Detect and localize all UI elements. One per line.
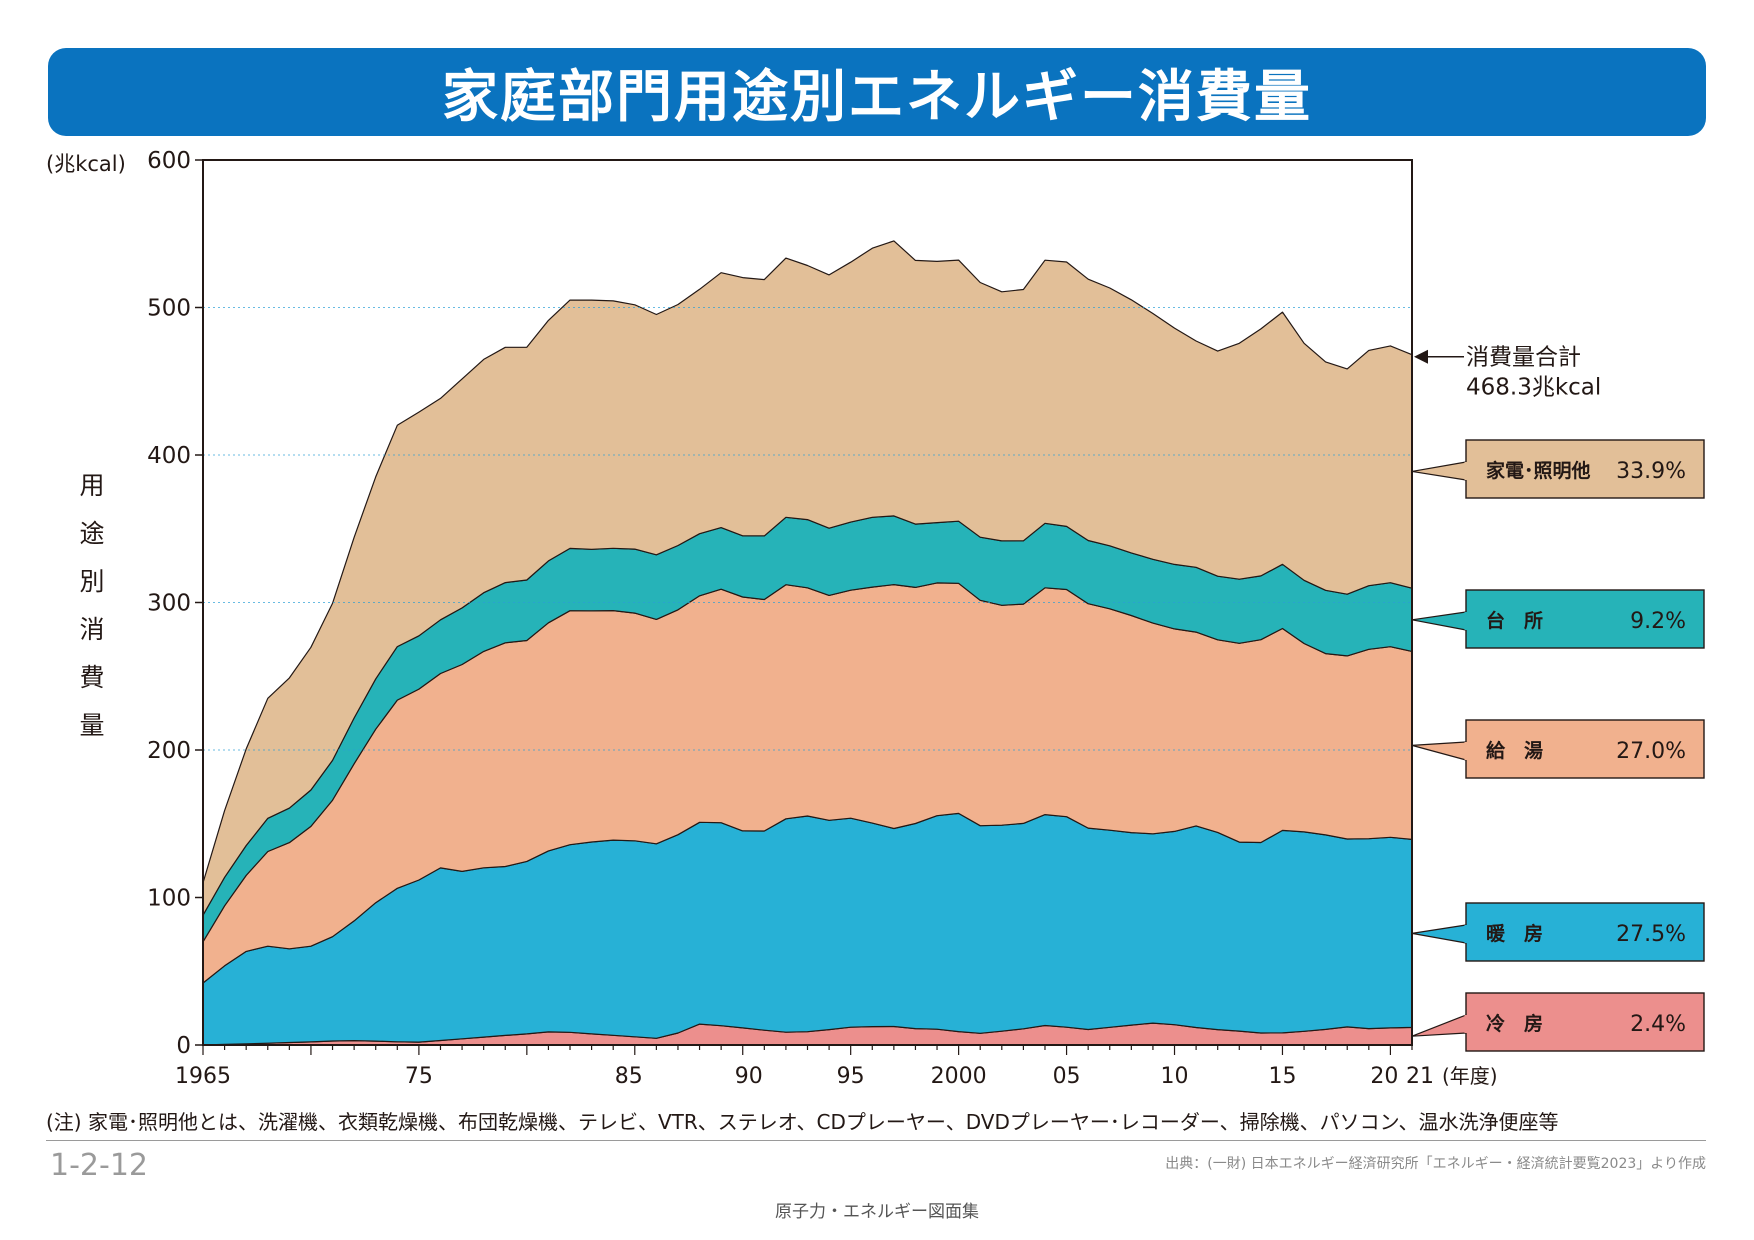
legend-pct-daidokoro: 9.2% <box>1630 609 1686 634</box>
y-axis-title-char: 用 <box>79 471 105 500</box>
legend-box-danbo <box>1465 902 1705 962</box>
x-tick-label: 75 <box>405 1064 433 1089</box>
total-callout-value: 468.3兆kcal <box>1466 375 1601 401</box>
legend-box-daidokoro <box>1465 589 1705 649</box>
y-tick-label: 300 <box>147 591 191 617</box>
y-axis-title-char: 消 <box>79 615 105 644</box>
y-unit-label: (兆kcal) <box>46 152 126 176</box>
legend-pointer-danbo <box>1411 924 1467 944</box>
y-tick-label: 100 <box>147 886 191 912</box>
x-axis-label: (年度) <box>1442 1064 1498 1088</box>
legend-pointer-kyuto <box>1411 741 1467 761</box>
x-tick-label: 15 <box>1268 1064 1296 1089</box>
y-tick-label: 600 <box>147 148 191 174</box>
legend-pointer-daidokoro <box>1411 611 1467 631</box>
legend-pct-kyuto: 27.0% <box>1616 739 1686 764</box>
x-tick-label: 85 <box>615 1064 643 1089</box>
x-tick-label: 90 <box>735 1064 763 1089</box>
x-tick-label: 10 <box>1161 1064 1189 1089</box>
footnote: (注) 家電･照明他とは、洗濯機、衣類乾燥機、布団乾燥機、テレビ、VTR、ステレ… <box>46 1110 1559 1134</box>
legend-pct-reibo: 2.4% <box>1630 1012 1686 1037</box>
legend-box-kyuto <box>1465 719 1705 779</box>
x-tick-label: 05 <box>1053 1064 1081 1089</box>
y-axis-title-char: 別 <box>79 567 105 596</box>
legend-pointer-reibo <box>1411 1014 1467 1037</box>
source-credit: 出典：(一財) 日本エネルギー経済研究所「エネルギー・経済統計要覧2023」より… <box>1165 1156 1706 1172</box>
legend-label-kyuto: 給 湯 <box>1486 739 1543 762</box>
y-axis-title: 用途別消費量 <box>72 462 112 750</box>
x-tick-label: 21 <box>1406 1064 1434 1089</box>
legend-pct-kaden: 33.9% <box>1616 459 1686 484</box>
y-tick-label: 500 <box>147 296 191 322</box>
page-title: 家庭部門用途別エネルギー消費量 <box>442 64 1312 130</box>
y-axis-title-char: 量 <box>79 711 105 740</box>
legend-label-danbo: 暖 房 <box>1486 922 1543 945</box>
legend-box-kaden <box>1465 439 1705 499</box>
total-callout-label: 消費量合計 <box>1466 345 1581 371</box>
divider <box>46 1140 1706 1141</box>
x-tick-label: 2000 <box>931 1064 987 1089</box>
legend-label-daidokoro: 台 所 <box>1486 609 1543 632</box>
legend-label-reibo: 冷 房 <box>1486 1012 1543 1035</box>
legend-label-kaden: 家電･照明他 <box>1486 459 1591 482</box>
x-tick-label: 95 <box>837 1064 865 1089</box>
figure-number: 1-2-12 <box>50 1148 148 1183</box>
total-callout-arrow <box>1414 349 1428 364</box>
y-axis-title-char: 費 <box>79 663 105 692</box>
y-tick-label: 200 <box>147 738 191 764</box>
legend-pointer-kaden <box>1411 461 1467 481</box>
y-tick-label: 0 <box>176 1033 191 1059</box>
title-banner: 家庭部門用途別エネルギー消費量 <box>48 48 1706 136</box>
y-tick-label: 400 <box>147 443 191 469</box>
y-axis-title-char: 途 <box>79 519 105 548</box>
x-tick-label: 20 <box>1370 1064 1398 1089</box>
footer-text: 原子力・エネルギー図面集 <box>775 1202 979 1222</box>
x-tick-label: 1965 <box>175 1064 231 1089</box>
legend-pct-danbo: 27.5% <box>1616 922 1686 947</box>
